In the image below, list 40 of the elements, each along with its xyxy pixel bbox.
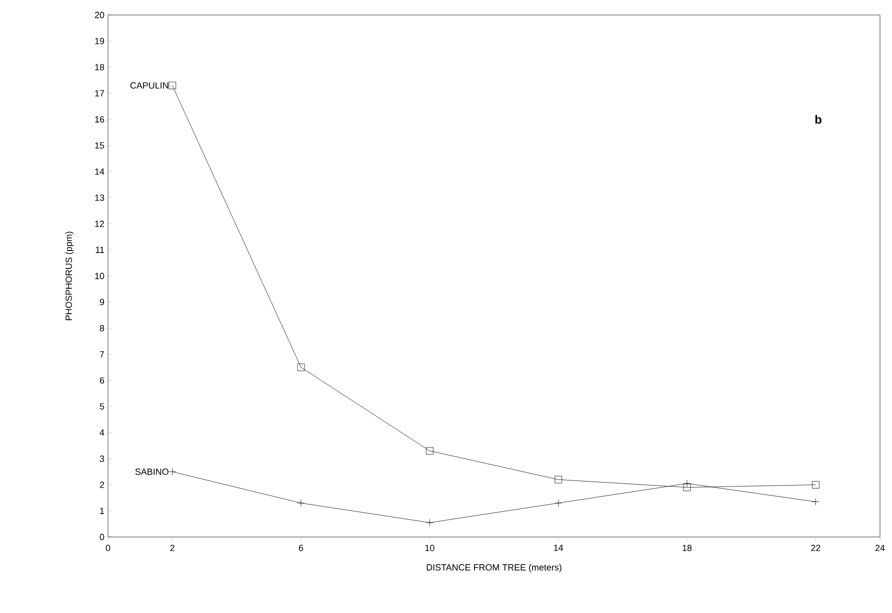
y-tick-label: 13 xyxy=(95,194,104,201)
annotation: b xyxy=(815,115,822,124)
x-tick-label: 24 xyxy=(875,544,885,552)
x-tick-label: 6 xyxy=(298,544,304,552)
point xyxy=(812,481,820,488)
y-tick-label: 0 xyxy=(100,534,104,540)
y-tick-label: 14 xyxy=(95,168,104,175)
point xyxy=(168,82,176,90)
x-tick-label: 2 xyxy=(170,544,174,552)
y-tick-label: 16 xyxy=(95,116,104,123)
y-axis-title: PHOSPHORUS (ppm) xyxy=(65,232,74,320)
y-tick-label: 4 xyxy=(100,429,104,436)
x-tick-label: 14 xyxy=(554,544,564,551)
y-tick-label: 17 xyxy=(95,90,104,96)
y-tick-label: 2 xyxy=(100,482,104,488)
y-tick-label: 12 xyxy=(95,220,104,227)
x-tick-label: 0 xyxy=(106,544,110,552)
y-tick-label: 3 xyxy=(100,456,104,462)
x-tick-label: 18 xyxy=(682,544,692,552)
y-tick-label: 11 xyxy=(96,246,104,253)
y-tick-label: 15 xyxy=(95,142,104,149)
y-tick-label: 8 xyxy=(100,325,104,332)
y-tick-label: 19 xyxy=(95,38,104,44)
point xyxy=(426,447,434,455)
y-tick-label: 1 xyxy=(100,508,104,514)
x-axis-title: DISTANCE FROM TREE (meters) xyxy=(426,564,562,572)
y-tick-label: 5 xyxy=(100,403,104,410)
y-tick-label: 10 xyxy=(95,272,104,280)
y-tick-label: 20 xyxy=(94,12,104,18)
y-tick-label: 7 xyxy=(100,351,104,358)
x-tick-label: 22 xyxy=(811,544,820,552)
point xyxy=(297,364,305,372)
point xyxy=(554,476,562,484)
y-tick-label: 18 xyxy=(95,64,104,70)
point xyxy=(683,484,691,492)
y-tick-label: 9 xyxy=(100,298,104,306)
series-label: CAPULIN xyxy=(130,82,168,89)
y-tick-label: 6 xyxy=(100,377,104,384)
x-tick-label: 10 xyxy=(425,544,434,552)
series-label: SABINO xyxy=(135,468,168,475)
